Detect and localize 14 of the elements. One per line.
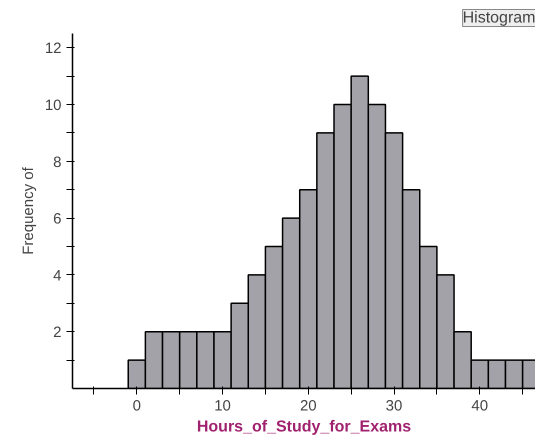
x-tick-label: 40 bbox=[471, 398, 488, 414]
y-tick-label: 4 bbox=[53, 267, 62, 284]
text: Histogram bbox=[462, 10, 535, 26]
y-tick-label: 8 bbox=[53, 154, 62, 171]
x-tick-label: 30 bbox=[386, 398, 402, 414]
y-tick-label: 2 bbox=[53, 324, 62, 342]
y-axis-title: Frequency of bbox=[20, 166, 37, 255]
x-tick-label: 20 bbox=[300, 398, 317, 414]
y-tick-label: 10 bbox=[44, 97, 62, 114]
x-axis-title: Hours_of_Study_for_Exams bbox=[196, 418, 412, 436]
x-tick-label: 10 bbox=[214, 398, 231, 414]
y-tick-label: 6 bbox=[53, 210, 62, 228]
x-tick-label: 0 bbox=[132, 398, 141, 414]
y-tick-label: 12 bbox=[44, 40, 62, 58]
